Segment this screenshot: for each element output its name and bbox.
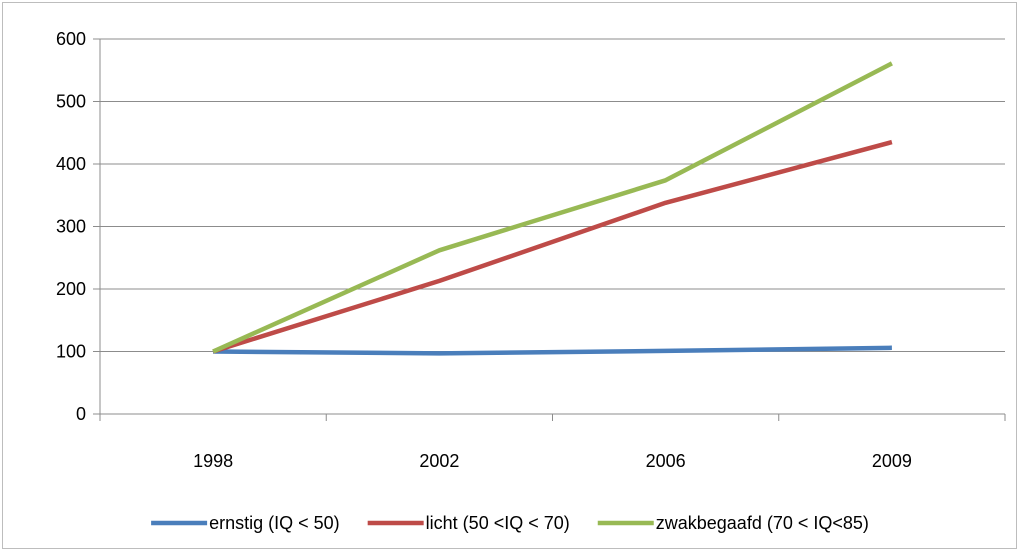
legend-label-1: ernstig (IQ < 50) — [209, 513, 340, 533]
gridlines — [100, 38, 1005, 352]
series-line-2 — [212, 139, 893, 354]
x-tick-label: 2006 — [646, 451, 686, 471]
y-tick-label: 300 — [56, 217, 86, 237]
x-tick-label: 2002 — [419, 451, 459, 471]
series-line-1 — [213, 345, 892, 356]
y-tick-label: 400 — [56, 154, 86, 174]
x-tick-label: 1998 — [193, 451, 233, 471]
x-tick-label: 2009 — [872, 451, 912, 471]
legend-label-3: zwakbegaafd (70 < IQ<85) — [656, 513, 869, 533]
series-lines — [212, 61, 893, 356]
x-axis-ticks: 1998 2002 2006 2009 — [99, 414, 1006, 471]
y-axis-ticks: 0 100 200 300 400 500 600 — [56, 29, 100, 424]
legend: ernstig (IQ < 50) licht (50 <IQ < 70) zwak… — [151, 513, 869, 533]
series-line-3 — [212, 61, 893, 354]
y-tick-label: 0 — [76, 404, 86, 424]
legend-label-2: licht (50 <IQ < 70) — [426, 513, 570, 533]
y-tick-label: 200 — [56, 279, 86, 299]
y-tick-label: 500 — [56, 92, 86, 112]
y-tick-label: 100 — [56, 342, 86, 362]
y-tick-label: 600 — [56, 29, 86, 49]
